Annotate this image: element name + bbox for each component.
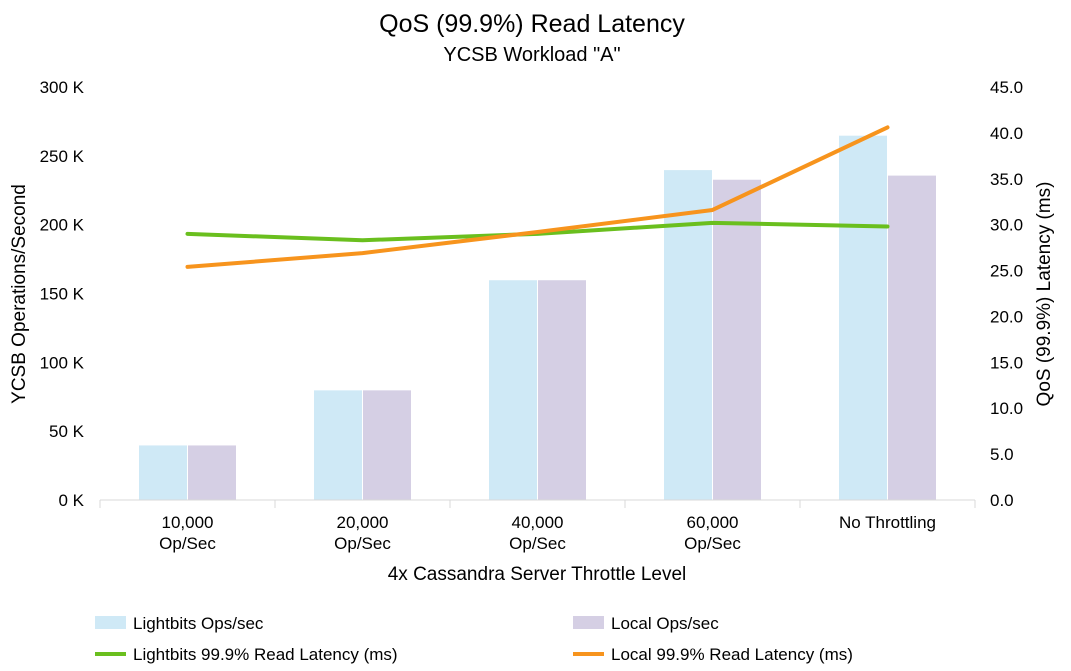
y2-tick-label: 0.0 bbox=[990, 491, 1014, 510]
y-axis-title: YCSB Operations/Second bbox=[9, 184, 30, 404]
legend-label-2: Lightbits 99.9% Read Latency (ms) bbox=[133, 645, 398, 664]
y2-tick-label: 10.0 bbox=[990, 399, 1023, 418]
y-tick-label: 200 K bbox=[40, 216, 85, 235]
chart-subtitle: YCSB Workload "A" bbox=[443, 44, 620, 66]
category-label-line: No Throttling bbox=[839, 513, 936, 532]
y2-tick-label: 15.0 bbox=[990, 353, 1023, 372]
category-label: 10,000 Op/Sec bbox=[159, 513, 216, 553]
category-label-line: Op/Sec bbox=[159, 534, 216, 553]
bar-lightbits-4 bbox=[838, 134, 888, 501]
y2-tick-label: 45.0 bbox=[990, 78, 1023, 97]
y-tick-label: 100 K bbox=[40, 353, 85, 372]
bar-lightbits-1 bbox=[313, 389, 363, 501]
chart-title: QoS (99.9%) Read Latency bbox=[379, 10, 685, 38]
category-label-line: 60,000 bbox=[687, 513, 739, 532]
bars-group bbox=[138, 134, 937, 501]
line-series-local-latency bbox=[185, 125, 890, 269]
category-label: 20,000 Op/Sec bbox=[334, 513, 391, 553]
category-label: No Throttling bbox=[839, 513, 936, 532]
y2-tick-label: 40.0 bbox=[990, 124, 1023, 143]
legend-label-3: Local 99.9% Read Latency (ms) bbox=[611, 645, 853, 664]
category-label-line: 40,000 bbox=[512, 513, 564, 532]
y-tick-label: 0 K bbox=[58, 491, 84, 510]
lines-group bbox=[185, 125, 890, 269]
legend: Lightbits Ops/sec Local Ops/sec Lightbits … bbox=[95, 614, 853, 664]
y2-tick-label: 25.0 bbox=[990, 262, 1023, 281]
category-label: 60,000 Op/Sec bbox=[684, 513, 741, 553]
category-label-line: Op/Sec bbox=[509, 534, 566, 553]
legend-label-1: Local Ops/sec bbox=[611, 614, 719, 633]
category-label-line: 10,000 bbox=[162, 513, 214, 532]
bar-local-2 bbox=[537, 279, 587, 501]
y-tick-label: 300 K bbox=[40, 78, 85, 97]
legend-swatch-0 bbox=[95, 616, 126, 629]
y-tick-label: 250 K bbox=[40, 147, 85, 166]
bar-local-1 bbox=[362, 389, 412, 501]
x-axis-title: 4x Cassandra Server Throttle Level bbox=[388, 564, 687, 585]
category-label-line: 20,000 bbox=[337, 513, 389, 532]
y-tick-label: 50 K bbox=[49, 422, 85, 441]
y2-tick-label: 5.0 bbox=[990, 445, 1014, 464]
category-tick-marks bbox=[99, 500, 976, 508]
category-label-line: Op/Sec bbox=[684, 534, 741, 553]
category-label: 40,000 Op/Sec bbox=[509, 513, 566, 553]
y2-tick-label: 30.0 bbox=[990, 216, 1023, 235]
y2-tick-label: 20.0 bbox=[990, 307, 1023, 326]
legend-label-0: Lightbits Ops/sec bbox=[133, 614, 264, 633]
y2-axis-title: QoS (99.9%) Latency (ms) bbox=[1034, 182, 1055, 407]
category-label-line: Op/Sec bbox=[334, 534, 391, 553]
bar-local-0 bbox=[187, 444, 237, 501]
left-axis-ticks: 0 K 50 K 100 K 150 K 200 K 250 K 300 K bbox=[40, 78, 85, 510]
bar-lightbits-0 bbox=[138, 444, 188, 501]
legend-swatch-1 bbox=[573, 616, 604, 629]
y-tick-label: 150 K bbox=[40, 285, 85, 304]
right-axis-ticks: 0.0 5.0 10.0 15.0 20.0 25.0 30.0 35.0 40.0 45.0 bbox=[990, 78, 1023, 510]
bar-lightbits-3 bbox=[663, 169, 713, 501]
bar-lightbits-2 bbox=[488, 279, 538, 501]
bar-local-3 bbox=[712, 178, 762, 501]
bar-local-4 bbox=[887, 174, 937, 501]
y2-tick-label: 35.0 bbox=[990, 170, 1023, 189]
